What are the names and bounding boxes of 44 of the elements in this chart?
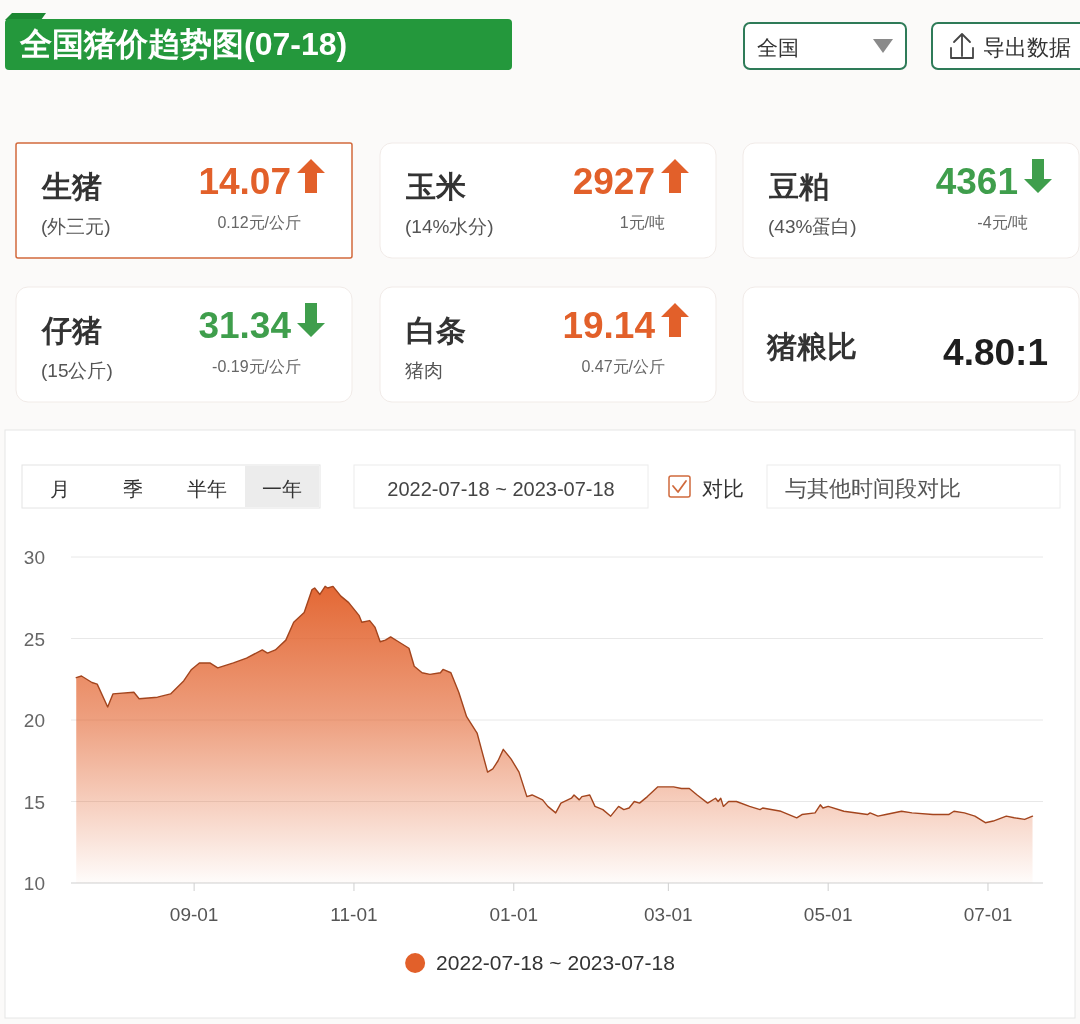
text: 全国 xyxy=(757,36,799,59)
text: 4361 xyxy=(935,161,1018,202)
text: 2022-07-18 ~ 2023-07-18 xyxy=(387,478,615,500)
text: 玉米 xyxy=(405,170,466,203)
text: 半年 xyxy=(187,478,227,500)
x-tick-label: 03-01 xyxy=(644,904,693,925)
text: 31.34 xyxy=(198,305,292,346)
x-tick-label: 09-01 xyxy=(169,904,219,925)
text: 一年 xyxy=(262,478,302,500)
legend-label: 2022-07-18 ~ 2023-07-18 xyxy=(436,951,675,974)
x-tick-label: 05-01 xyxy=(803,904,853,925)
x-tick-label: 11-01 xyxy=(330,904,378,925)
text: (外三元) xyxy=(41,216,111,237)
text: 4.80:1 xyxy=(943,332,1048,373)
text: -0.19元/公斤 xyxy=(212,358,301,375)
text: 季 xyxy=(123,478,143,500)
text: 猪粮比 xyxy=(766,330,857,363)
x-tick-label: 07-01 xyxy=(963,904,1013,925)
text: 0.47元/公斤 xyxy=(581,358,665,375)
y-tick-label: 15 xyxy=(23,791,45,813)
text: (15公斤) xyxy=(41,360,113,381)
x-tick-label: 01-01 xyxy=(489,904,539,925)
text: 全国猪价趋势图(07-18) xyxy=(19,26,348,62)
text: 14.07 xyxy=(198,161,291,202)
text: 猪肉 xyxy=(405,360,443,381)
text: (14%水分) xyxy=(405,216,494,237)
text: 19.14 xyxy=(562,305,656,346)
y-tick-label: 10 xyxy=(23,873,45,894)
text: 月 xyxy=(50,478,70,500)
text: -4元/吨 xyxy=(977,214,1028,231)
y-tick-label: 30 xyxy=(23,547,45,568)
text: 生猪 xyxy=(41,170,102,203)
text: 与其他时间段对比 xyxy=(785,476,961,501)
text: 1元/吨 xyxy=(619,214,665,231)
y-tick-label: 25 xyxy=(23,628,45,650)
text: 0.12元/公斤 xyxy=(217,214,301,231)
text: 仔猪 xyxy=(41,314,102,347)
text: 豆粕 xyxy=(768,170,829,203)
y-tick-label: 20 xyxy=(23,710,45,731)
text: 导出数据 xyxy=(983,35,1071,60)
text: 2927 xyxy=(572,161,655,202)
text: (43%蛋白) xyxy=(768,216,857,237)
text: 对比 xyxy=(702,477,744,500)
text: 白条 xyxy=(406,314,466,347)
